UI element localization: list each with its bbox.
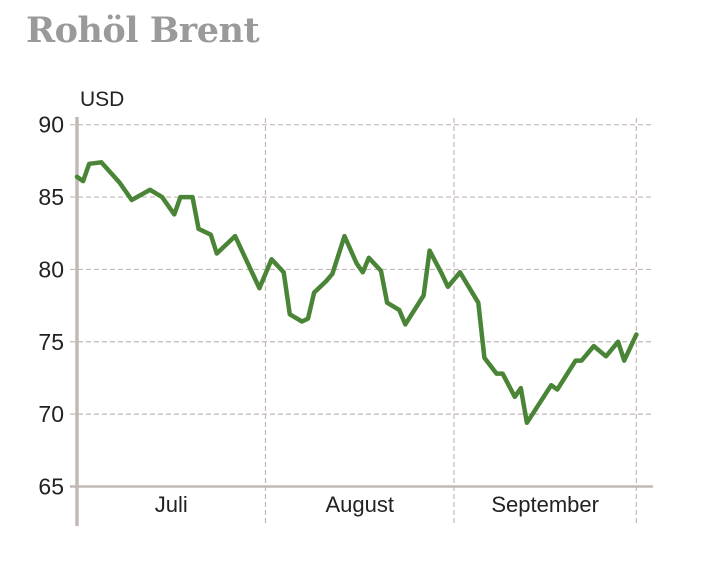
x-tick-label: Juli <box>155 492 188 517</box>
y-tick-label: 70 <box>38 401 64 427</box>
y-tick-label: 90 <box>38 112 64 138</box>
y-tick-label: 75 <box>38 329 64 355</box>
y-tick-label: 65 <box>38 474 64 500</box>
chart-title: Rohöl Brent <box>26 10 260 51</box>
x-tick-label: September <box>491 492 599 517</box>
y-tick-label: 80 <box>38 256 64 282</box>
y-axis-unit: USD <box>80 88 124 111</box>
y-tick-label: 85 <box>38 184 64 210</box>
price-line <box>74 160 639 426</box>
x-tick-label: August <box>325 492 394 517</box>
